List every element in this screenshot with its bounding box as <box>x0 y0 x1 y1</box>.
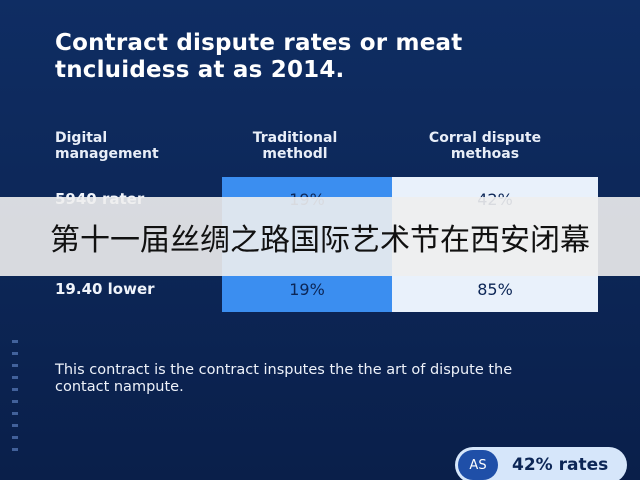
overlay-banner: 第十一届丝绸之路国际艺术节在西安闭幕 <box>0 197 640 276</box>
column-header: Digital management <box>55 130 159 162</box>
overlay-text: 第十一届丝绸之路国际艺术节在西安闭幕 <box>50 222 590 258</box>
note: This contract is the contract insputes t… <box>55 362 513 395</box>
column-header: Traditional methodl <box>252 130 338 162</box>
column-header: Corral dispute methoas <box>428 130 542 162</box>
decoration-dots <box>12 340 18 460</box>
title-line: tncluidess at as 2014. <box>55 57 345 83</box>
badge-text: 42% rates <box>512 455 609 475</box>
badge: AS 42% rates <box>455 447 627 480</box>
row-label: 19.40 lower <box>55 280 155 298</box>
title-line: Contract dispute rates or meat <box>55 30 463 56</box>
badge-icon: AS <box>458 450 498 480</box>
